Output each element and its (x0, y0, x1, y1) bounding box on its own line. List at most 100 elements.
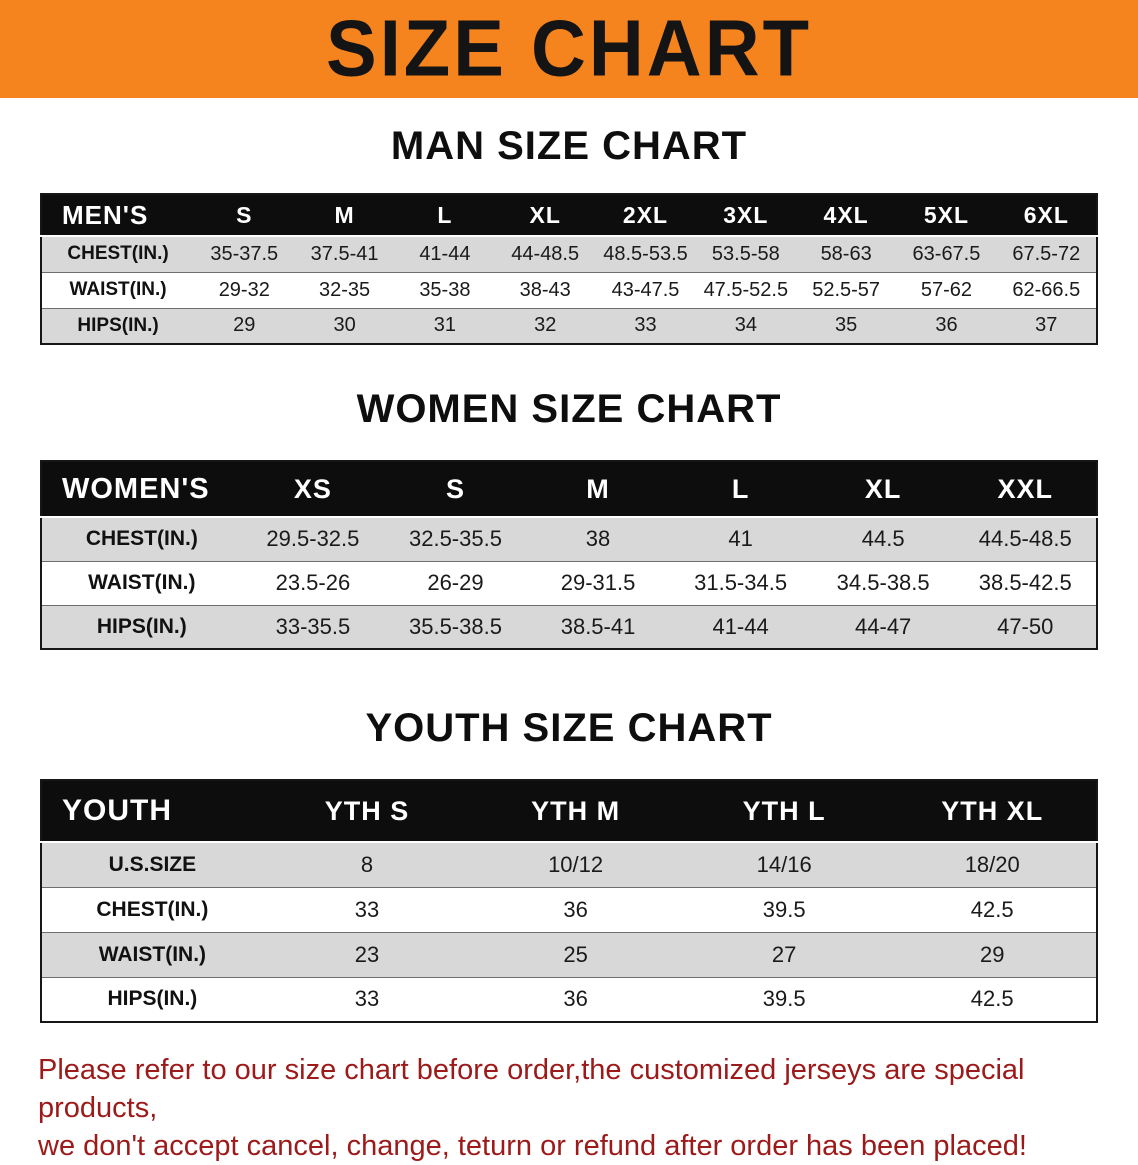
size-header-cell: M (526, 461, 670, 518)
measurement-row: CHEST(IN.) 29.5-32.5 32.5-35.5 38 41 44.5 44.5… (41, 517, 1097, 561)
value-cell: 29 (979, 941, 1005, 967)
youth-size-table: YOUTH YTH S YTH M YTH L YTH XL U.S.SIZE 8 10/12… (40, 779, 1098, 1023)
value-cell: 42.5 (970, 986, 1014, 1012)
value-cell: 35 (835, 314, 858, 337)
row-label-cell: HIPS(IN.) (107, 987, 198, 1011)
value-cell: 53.5-58 (711, 242, 780, 265)
size-header-cell: YTH S (262, 780, 472, 843)
value-cell: 44.5 (861, 526, 905, 552)
value-cell: 35.5-38.5 (408, 613, 502, 639)
row-label-cell: WAIST(IN.) (98, 942, 207, 966)
value-cell: 18/20 (964, 851, 1020, 877)
measurement-row: CHEST(IN.) 33 36 39.5 42.5 (41, 887, 1097, 932)
value-cell: 35-38 (419, 278, 471, 301)
banner: SIZE CHART (0, 0, 1138, 98)
women-size-chart-section: WOMEN SIZE CHART WOMEN'S XS S M L XL XXL CHEST(… (0, 387, 1138, 650)
measurement-row: CHEST(IN.) 35-37.5 37.5-41 41-44 44-48.5 48.5… (41, 236, 1097, 272)
value-cell: 41 (728, 526, 753, 552)
size-header-cell: M (294, 194, 395, 237)
value-cell: 26-29 (427, 570, 484, 595)
women-section-heading: WOMEN SIZE CHART (356, 387, 782, 431)
value-cell: 23 (354, 941, 380, 967)
value-cell: 33 (634, 314, 657, 337)
value-cell: 44-48.5 (511, 242, 580, 265)
value-cell: 47.5-52.5 (703, 278, 789, 301)
measurement-row: U.S.SIZE 8 10/12 14/16 18/20 (41, 842, 1097, 887)
size-header-cell: XXL (954, 461, 1097, 518)
youth-section-heading: YOUTH SIZE CHART (365, 706, 773, 750)
value-cell: 23.5-26 (275, 570, 351, 595)
youth-size-chart-section: YOUTH SIZE CHART YOUTH YTH S YTH M YTH L YTH… (0, 706, 1138, 1023)
value-cell: 38-43 (519, 278, 571, 301)
measurement-row: HIPS(IN.) 29 30 31 32 33 34 35 36 37 (41, 308, 1097, 344)
value-cell: 42.5 (970, 896, 1014, 922)
value-cell: 39.5 (762, 896, 806, 922)
size-header-cell: YTH L (679, 780, 889, 843)
value-cell: 38.5-41 (560, 613, 636, 639)
row-label-cell: HIPS(IN.) (77, 314, 159, 336)
measurement-row: HIPS(IN.) 33-35.5 35.5-38.5 38.5-41 41-44 44-… (41, 605, 1097, 649)
value-cell: 48.5-53.5 (603, 242, 688, 265)
value-cell: 44.5-48.5 (978, 526, 1072, 552)
size-header-cell: L (669, 461, 812, 518)
size-header-cell: 3XL (695, 194, 796, 237)
row-label-cell: HIPS(IN.) (96, 614, 187, 638)
value-cell: 43-47.5 (611, 278, 680, 301)
size-header-cell: S (194, 194, 295, 237)
value-cell: 35-37.5 (210, 242, 279, 265)
value-cell: 52.5-57 (812, 278, 881, 301)
value-cell: 47-50 (997, 613, 1054, 639)
value-cell: 38 (585, 526, 611, 552)
value-cell: 41-44 (419, 242, 471, 265)
row-label-cell: CHEST(IN.) (67, 243, 169, 265)
size-header-cell: 5XL (896, 194, 997, 237)
value-cell: 58-63 (820, 242, 872, 265)
value-cell: 34 (734, 314, 757, 337)
disclaimer: Please refer to our size chart before or… (0, 1051, 1138, 1165)
value-cell: 41-44 (712, 613, 769, 639)
table-header-row: WOMEN'S XS S M L XL XXL (41, 461, 1097, 518)
size-header-cell: XL (495, 194, 596, 237)
table-title-cell: WOMEN'S (41, 461, 242, 518)
value-cell: 33 (354, 896, 380, 922)
value-cell: 37.5-41 (310, 242, 379, 265)
value-cell: 37 (1035, 314, 1058, 337)
value-cell: 36 (935, 314, 958, 337)
value-cell: 31 (433, 314, 457, 337)
value-cell: 34.5-38.5 (836, 570, 930, 595)
value-cell: 30 (333, 314, 356, 337)
value-cell: 14/16 (756, 851, 812, 877)
value-cell: 32.5-35.5 (408, 526, 502, 552)
table-title-cell: YOUTH (41, 780, 263, 843)
value-cell: 57-62 (920, 278, 973, 301)
measurement-row: WAIST(IN.) 23 25 27 29 (41, 932, 1097, 977)
value-cell: 62-66.5 (1012, 278, 1081, 301)
size-header-cell: S (384, 461, 527, 518)
value-cell: 38.5-42.5 (978, 570, 1072, 595)
size-header-cell: YTH M (471, 780, 680, 843)
size-header-cell: 2XL (595, 194, 696, 237)
value-cell: 25 (563, 941, 588, 967)
man-size-chart-section: MAN SIZE CHART MEN'S S M L XL 2XL 3XL 4XL 5XL 6XL… (0, 124, 1138, 345)
value-cell: 44-47 (855, 613, 912, 639)
row-label-cell: U.S.SIZE (108, 852, 197, 876)
page-title: SIZE CHART (326, 3, 812, 94)
measurement-row: HIPS(IN.) 33 36 39.5 42.5 (41, 977, 1097, 1022)
value-cell: 31.5-34.5 (694, 570, 788, 595)
table-header-row: YOUTH YTH S YTH M YTH L YTH XL (41, 780, 1097, 843)
row-label-cell: WAIST(IN.) (88, 571, 196, 594)
man-section-heading: MAN SIZE CHART (390, 124, 748, 168)
value-cell: 29 (233, 314, 256, 337)
row-label-cell: CHEST(IN.) (96, 897, 209, 921)
size-header-cell: XS (241, 461, 385, 518)
value-cell: 29-32 (218, 278, 270, 301)
measurement-row: WAIST(IN.) 23.5-26 26-29 29-31.5 31.5-34.5 34… (41, 561, 1097, 605)
value-cell: 27 (771, 941, 797, 967)
value-cell: 32 (534, 314, 557, 337)
women-size-table: WOMEN'S XS S M L XL XXL CHEST(IN.) 29.5-32.5 32.5… (40, 460, 1098, 650)
size-header-cell: 6XL (996, 194, 1097, 237)
disclaimer-line-2: we don't accept cancel, change, teturn o… (38, 1130, 1027, 1162)
size-header-cell: L (394, 194, 496, 237)
value-cell: 39.5 (762, 986, 806, 1012)
